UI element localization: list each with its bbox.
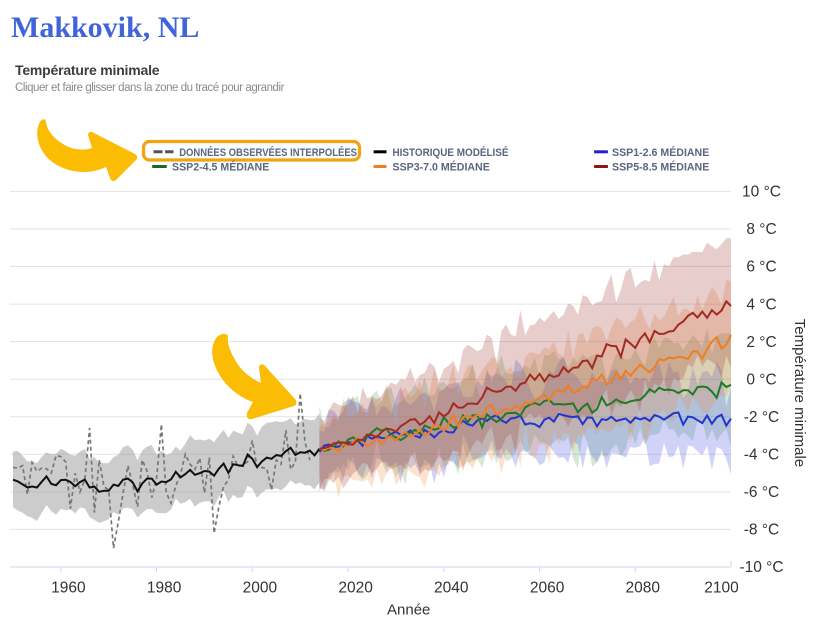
svg-text:10 °C: 10 °C: [742, 184, 781, 201]
svg-text:SSP3-7.0 MÉDIANE: SSP3-7.0 MÉDIANE: [393, 161, 490, 174]
svg-text:Année: Année: [387, 602, 430, 619]
svg-text:-6 °C: -6 °C: [744, 484, 779, 501]
svg-text:2040: 2040: [434, 580, 469, 597]
svg-text:-10 °C: -10 °C: [739, 559, 783, 576]
svg-text:HISTORIQUE MODÉLISÉ: HISTORIQUE MODÉLISÉ: [393, 146, 509, 159]
svg-text:1960: 1960: [51, 580, 86, 597]
svg-text:2000: 2000: [243, 580, 278, 597]
svg-text:4 °C: 4 °C: [746, 296, 776, 313]
svg-text:DONNÉES OBSERVÉES INTERPOLÉES: DONNÉES OBSERVÉES INTERPOLÉES: [179, 146, 357, 159]
svg-text:2100: 2100: [704, 580, 739, 597]
svg-text:2 °C: 2 °C: [746, 334, 776, 351]
svg-text:0 °C: 0 °C: [746, 371, 776, 388]
svg-text:2060: 2060: [530, 580, 565, 597]
svg-text:-8 °C: -8 °C: [744, 522, 779, 539]
svg-text:8 °C: 8 °C: [746, 221, 776, 238]
svg-text:SSP1-2.6 MÉDIANE: SSP1-2.6 MÉDIANE: [612, 146, 709, 159]
svg-text:-2 °C: -2 °C: [744, 409, 779, 426]
svg-text:2080: 2080: [626, 580, 661, 597]
svg-text:1980: 1980: [147, 580, 182, 597]
svg-text:6 °C: 6 °C: [746, 259, 776, 276]
svg-text:SSP2-4.5 MÉDIANE: SSP2-4.5 MÉDIANE: [172, 161, 269, 174]
svg-text:Température minimale: Température minimale: [791, 319, 808, 467]
svg-text:-4 °C: -4 °C: [744, 447, 779, 464]
svg-text:2020: 2020: [338, 580, 373, 597]
svg-text:SSP5-8.5 MÉDIANE: SSP5-8.5 MÉDIANE: [612, 161, 709, 174]
